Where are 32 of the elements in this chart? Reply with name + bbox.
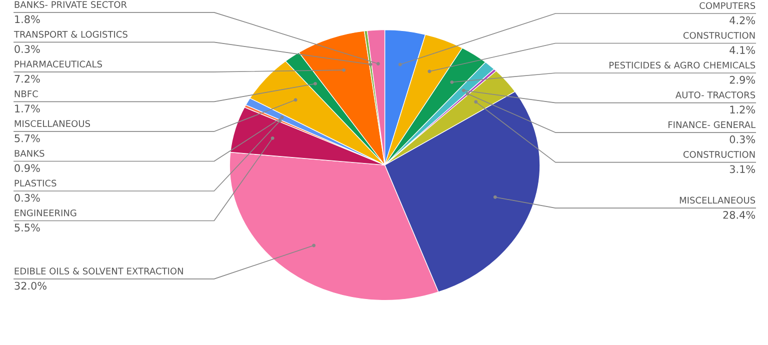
data-label: 32.0% <box>14 282 46 290</box>
slice-label: AUTO- TRACTORS <box>676 91 756 98</box>
slice-label: COMPUTERS <box>700 2 756 10</box>
data-label: 0.3% <box>14 194 40 202</box>
slice-label: BANKS- PRIVATE SECTOR <box>14 1 127 8</box>
data-label: 1.2% <box>730 106 756 114</box>
slice-label: TRANSPORT & LOGISTICS <box>14 30 128 38</box>
data-label: 1.7% <box>15 104 40 112</box>
slice-label: PHARMACEUTICALS <box>14 60 102 68</box>
data-label: 5.5% <box>14 224 40 232</box>
slice-label: ENGINEERING <box>14 209 76 216</box>
slice-label: BANKS <box>14 150 44 157</box>
slice-label: PLASTICS <box>14 180 56 187</box>
slice-label: EDIBLE OILS & SOLVENT EXTRACTION <box>14 268 183 274</box>
data-label: 0.3% <box>14 45 40 53</box>
slice-label: NBFC <box>14 90 38 98</box>
data-label: 1.8% <box>15 15 40 24</box>
data-label: 0.9% <box>14 164 40 172</box>
data-label: 28.4% <box>723 210 756 219</box>
slice-label: MISCELLANEOUS <box>680 196 756 204</box>
slice-label: MISCELLANEOUS <box>14 120 90 128</box>
slice-label: FINANCE- GENERAL <box>668 121 756 128</box>
slice-label: PESTICIDES & AGRO CHEMICALS <box>610 62 756 69</box>
data-label: 3.1% <box>730 165 756 174</box>
data-label: 0.3% <box>730 135 756 144</box>
slice-label: CONSTRUCTION <box>683 32 755 39</box>
data-label: 4.1% <box>730 46 756 54</box>
data-label: 5.7% <box>14 134 40 142</box>
data-label: 2.9% <box>730 76 756 84</box>
data-label: 7.2% <box>14 74 40 83</box>
slice-label: CONSTRUCTION <box>683 151 755 158</box>
data-label: 4.2% <box>730 16 756 24</box>
